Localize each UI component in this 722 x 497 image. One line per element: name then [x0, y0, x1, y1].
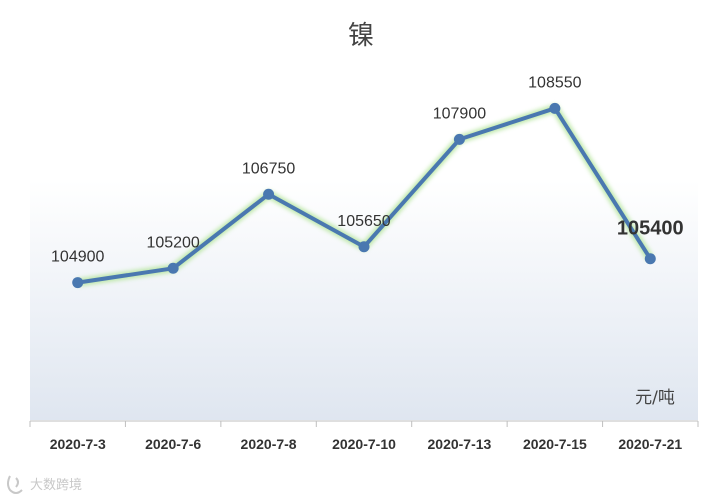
data-point: [358, 241, 370, 253]
data-label: 104900: [51, 249, 104, 266]
data-point: [72, 277, 84, 289]
unit-label: 元/吨: [635, 388, 675, 408]
data-point: [644, 253, 656, 265]
data-label: 105200: [146, 234, 199, 251]
x-tick-label: 2020-7-10: [332, 436, 396, 452]
data-point: [453, 133, 465, 145]
data-label: 108550: [528, 74, 581, 91]
data-markers: [72, 102, 656, 289]
data-point: [263, 188, 275, 200]
data-point: [167, 262, 179, 274]
data-labels: 104900 105200 106750 105650 107900 108550 1054…: [51, 74, 684, 265]
x-tick-label: 2020-7-13: [428, 436, 492, 452]
x-axis: [29, 420, 699, 427]
watermark-logo-icon: [7, 475, 23, 494]
watermark-text: 大数跨境: [30, 478, 82, 493]
watermark: 大数跨境: [7, 475, 82, 494]
data-label: 107900: [433, 105, 486, 122]
data-point: [549, 102, 561, 114]
x-tick-labels: 2020-7-3 2020-7-6 2020-7-8 2020-7-10 2020-7-…: [50, 436, 683, 452]
x-tick-label: 2020-7-6: [145, 436, 201, 452]
data-label: 106750: [242, 160, 295, 177]
data-label: 105650: [337, 213, 390, 230]
x-tick-label: 2020-7-8: [241, 436, 297, 452]
chart-title: 镍: [348, 21, 374, 51]
x-tick-label: 2020-7-3: [50, 436, 106, 452]
plot-area-background: [30, 180, 698, 420]
data-label: 105400: [617, 218, 684, 240]
x-tick-label: 2020-7-15: [523, 436, 587, 452]
x-tick-label: 2020-7-21: [618, 436, 682, 452]
